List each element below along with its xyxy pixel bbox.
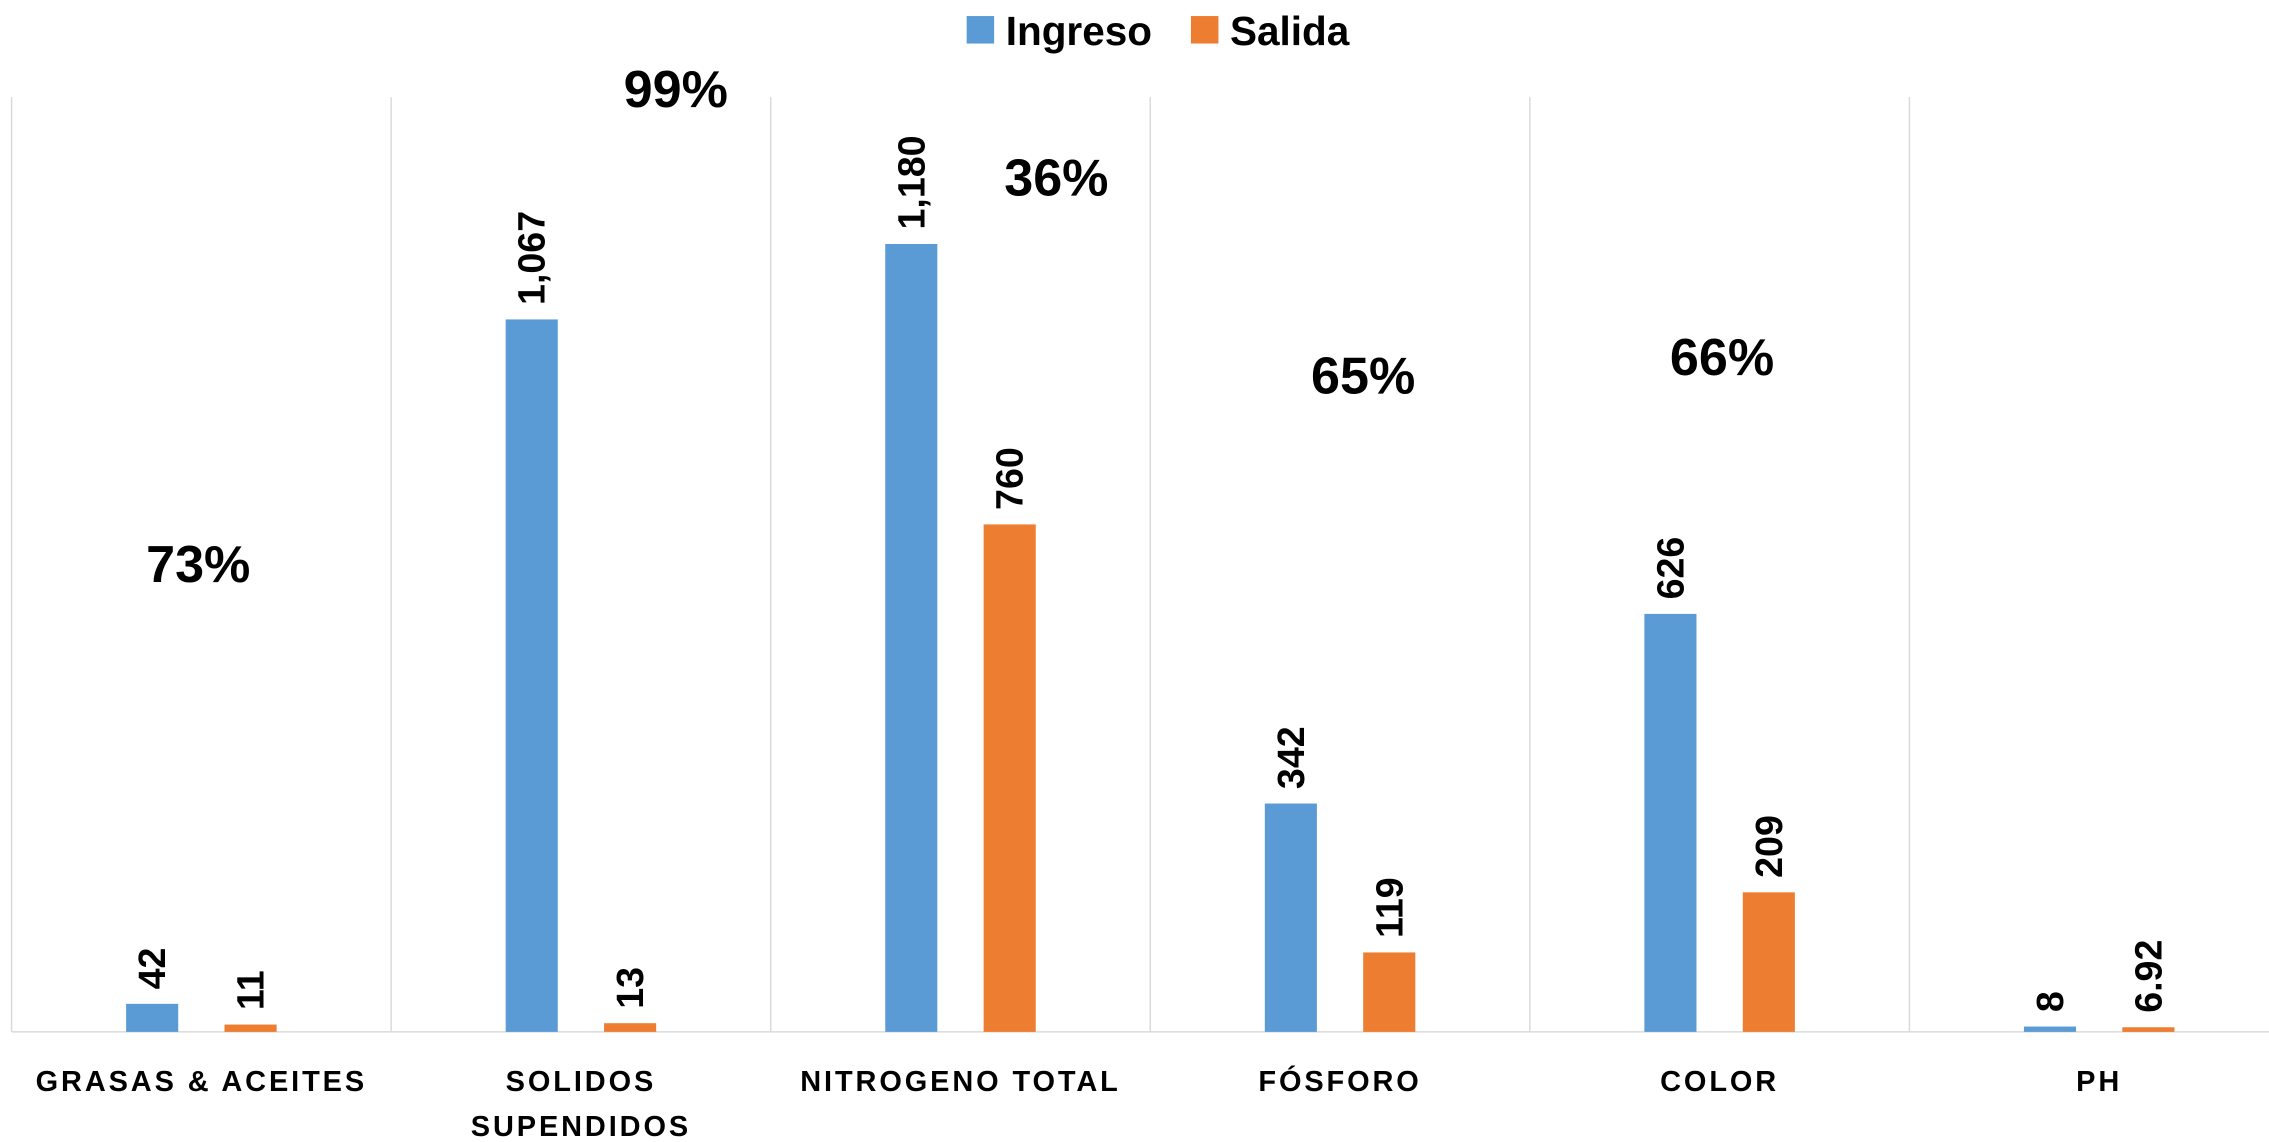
data-label: 119 xyxy=(1368,877,1410,938)
x-tick-label: SOLIDOS SUPENDIDOS xyxy=(471,1066,691,1142)
data-label: 1,180 xyxy=(890,135,932,229)
bar xyxy=(126,1003,179,1032)
legend-label: Ingreso xyxy=(1006,8,1152,54)
data-label: 42 xyxy=(131,948,173,990)
x-tick-label: NITROGENO TOTAL xyxy=(800,1066,1120,1098)
x-tick-label: COLOR xyxy=(1660,1066,1779,1098)
bar xyxy=(983,524,1036,1032)
annotation: 65% xyxy=(1311,348,1415,406)
data-label: 1,067 xyxy=(511,211,553,305)
data-label: 626 xyxy=(1649,537,1691,600)
annotation: 99% xyxy=(624,61,728,119)
data-label: 342 xyxy=(1270,726,1312,789)
bar xyxy=(1644,613,1697,1032)
bar xyxy=(2023,1026,2077,1032)
legend-swatch xyxy=(1190,16,1219,44)
data-label: 760 xyxy=(989,447,1031,510)
legend-label: Salida xyxy=(1230,8,1350,54)
data-label: 209 xyxy=(1748,815,1790,878)
bar xyxy=(2122,1027,2175,1032)
bar xyxy=(224,1024,277,1032)
bar xyxy=(505,319,558,1032)
x-tick-label: FÓSFORO xyxy=(1258,1064,1421,1098)
data-label: 8 xyxy=(2029,991,2071,1012)
bar xyxy=(1363,952,1416,1032)
data-label: 6.92 xyxy=(2127,940,2169,1013)
data-label: 13 xyxy=(609,967,651,1009)
bar xyxy=(604,1023,657,1032)
x-tick-label: PH xyxy=(2076,1066,2122,1098)
bar xyxy=(885,243,938,1032)
data-label: 11 xyxy=(230,970,272,1010)
legend-swatch xyxy=(966,16,995,44)
bar xyxy=(1264,803,1317,1032)
x-tick-label: GRASAS & ACEITES xyxy=(36,1066,367,1098)
annotation: 36% xyxy=(1004,149,1108,207)
annotation: 66% xyxy=(1670,329,1774,387)
bar xyxy=(1742,892,1795,1032)
annotation: 73% xyxy=(146,536,250,594)
